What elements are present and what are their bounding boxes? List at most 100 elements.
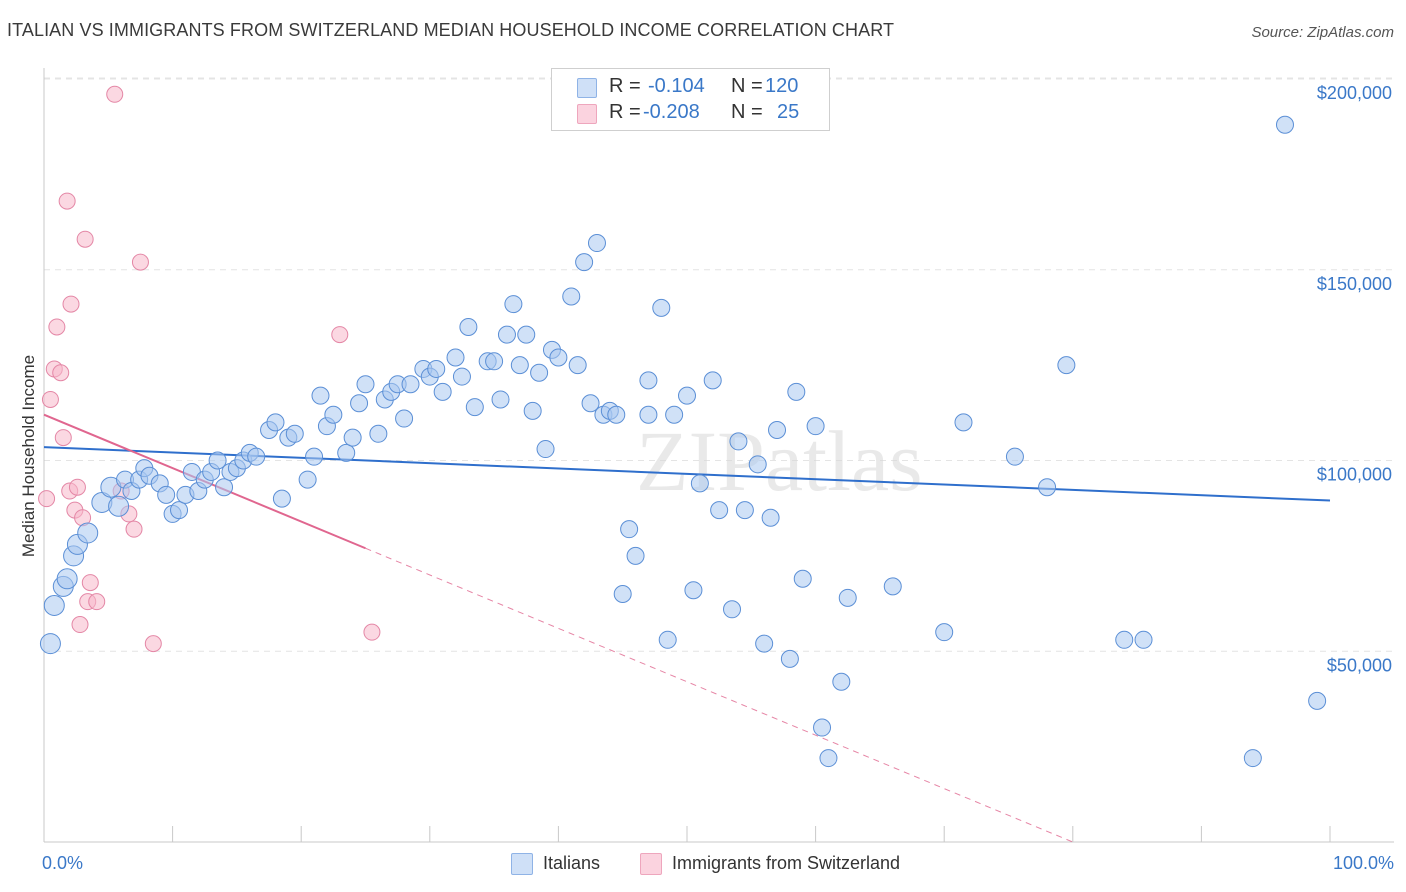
point-switzerland (81, 574, 99, 592)
point-switzerland (52, 364, 70, 382)
point-italians (395, 409, 414, 428)
point-italians (755, 634, 774, 653)
legend-n-label: N = (731, 101, 763, 123)
point-italians (1057, 356, 1076, 375)
legend-n-value: 120 (765, 75, 799, 97)
point-italians (485, 352, 504, 371)
x-tick-label: 100.0% (1333, 853, 1394, 873)
point-switzerland (71, 616, 89, 634)
point-italians (39, 633, 61, 655)
point-italians (247, 447, 266, 466)
point-switzerland (38, 490, 56, 508)
y-tick-label: $50,000 (1327, 655, 1392, 675)
trend-extension-switzerland (365, 547, 1073, 843)
point-italians (838, 588, 857, 607)
point-italians (401, 375, 420, 394)
point-italians (748, 455, 767, 474)
point-italians (1243, 749, 1262, 768)
point-italians (459, 317, 478, 336)
point-italians (530, 363, 549, 382)
chart-title: ITALIAN VS IMMIGRANTS FROM SWITZERLAND M… (7, 20, 895, 40)
point-italians (1005, 447, 1024, 466)
point-italians (787, 382, 806, 401)
point-switzerland (363, 623, 381, 641)
point-italians (446, 348, 465, 367)
legend-label: Italians (543, 853, 601, 873)
point-italians (665, 405, 684, 424)
point-italians (710, 501, 729, 520)
point-italians (170, 501, 189, 520)
point-italians (77, 522, 99, 544)
point-switzerland (48, 318, 66, 336)
point-italians (549, 348, 568, 367)
legend-row-switzerland: R = -0.208 N = 25 (552, 100, 829, 126)
point-italians (43, 594, 65, 616)
legend-r-label: R = (609, 101, 641, 123)
point-italians (575, 253, 594, 272)
point-italians (285, 424, 304, 443)
point-italians (517, 325, 536, 344)
point-italians (350, 394, 369, 413)
legend-row-italians: R = -0.104 N = 120 (552, 74, 829, 100)
point-italians (813, 718, 832, 737)
legend-r-value: -0.104 (648, 75, 705, 97)
point-italians (723, 600, 742, 619)
legend-label: Immigrants from Switzerland (672, 853, 901, 873)
tick-labels: $50,000 $100,000 $150,000 $200,000 0.0% 100.0… (42, 83, 1394, 873)
legend-swatch-pink (640, 853, 662, 875)
point-switzerland (41, 390, 59, 408)
point-italians (690, 474, 709, 493)
point-italians (806, 417, 825, 436)
point-italians (504, 295, 523, 314)
point-switzerland (144, 635, 162, 653)
point-switzerland (125, 520, 143, 538)
point-italians (497, 325, 516, 344)
point-italians (311, 386, 330, 405)
point-italians (536, 440, 555, 459)
gridlines (44, 77, 1394, 652)
point-italians (337, 443, 356, 462)
point-italians (305, 447, 324, 466)
point-italians (1134, 630, 1153, 649)
point-switzerland (68, 478, 86, 496)
point-italians (433, 382, 452, 401)
point-italians (883, 577, 902, 596)
legend-swatch-blue (577, 78, 597, 98)
point-italians (491, 390, 510, 409)
point-italians (1275, 115, 1294, 134)
y-axis-label: Median Household Income (19, 355, 38, 557)
point-switzerland (54, 429, 72, 447)
point-italians (1308, 691, 1327, 710)
point-italians (780, 649, 799, 668)
point-italians (272, 489, 291, 508)
source-credit: Source: ZipAtlas.com (1251, 24, 1394, 41)
point-switzerland (106, 85, 124, 103)
point-italians (427, 359, 446, 378)
point-italians (266, 413, 285, 432)
point-italians (626, 546, 645, 565)
point-switzerland (58, 192, 76, 210)
legend-swatch-blue (511, 853, 533, 875)
point-italians (658, 630, 677, 649)
point-italians (639, 371, 658, 390)
legend-r-label: R = (609, 75, 641, 97)
data-points (38, 85, 1327, 768)
y-tick-label: $200,000 (1317, 83, 1392, 103)
point-italians (1038, 478, 1057, 497)
point-italians (793, 569, 812, 588)
y-tick-label: $150,000 (1317, 274, 1392, 294)
point-italians (678, 386, 696, 405)
point-italians (465, 398, 484, 417)
y-tick-label: $100,000 (1317, 465, 1392, 485)
point-italians (819, 749, 838, 768)
legend-n-value: 25 (777, 101, 800, 123)
legend-swatch-pink (577, 104, 597, 124)
point-italians (735, 501, 754, 520)
point-italians (620, 520, 639, 539)
point-italians (523, 401, 542, 420)
point-italians (729, 432, 748, 451)
point-switzerland (331, 326, 349, 344)
point-italians (613, 585, 632, 604)
point-italians (935, 623, 954, 642)
point-italians (56, 568, 78, 590)
